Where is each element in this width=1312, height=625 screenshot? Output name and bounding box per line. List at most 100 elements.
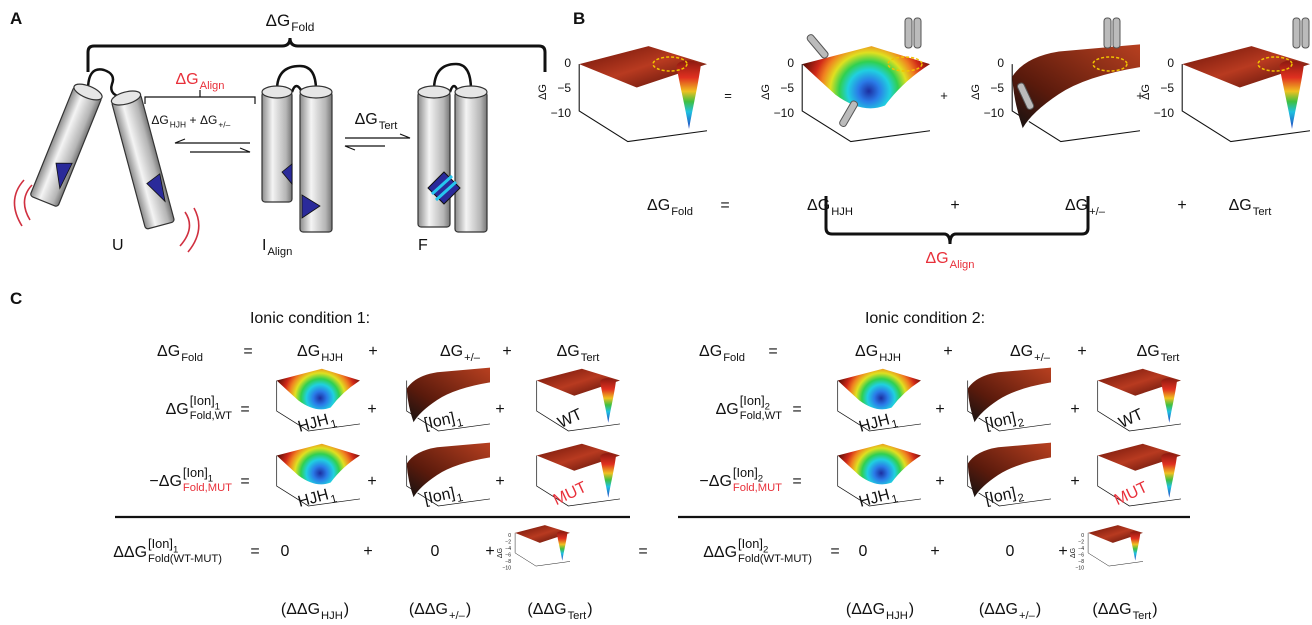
symbol: ΔG [716,401,739,418]
operator: = [792,401,801,418]
symbol: I [262,237,266,254]
symbol: HJH [296,411,330,435]
axis-label: ΔG [760,84,772,100]
operator: = [638,543,647,560]
text: −5 [780,81,794,95]
text: 0 [787,56,794,70]
text: ΔG [760,84,772,100]
equation-term: ΔGFold [699,343,745,364]
equation-term: ΔG+/– [440,343,481,364]
subscript: Tert [581,352,601,364]
symbol: ΔG [647,197,670,214]
subscript: +/– [1034,352,1051,364]
subscript: Align [950,259,975,271]
equation-term: ΔGFold [647,197,693,218]
subscript: Fold(WT-MUT) [738,553,812,565]
text: ) [466,601,471,618]
text: −10 [774,106,795,120]
tick-label: 0 [508,533,511,539]
equilibrium-arrows [345,134,410,150]
subscript: +/– [464,352,481,364]
panel-label: B [573,9,585,28]
text: + [367,401,376,418]
equation-term: + [502,343,511,360]
operator: + [495,401,504,418]
text: −5 [557,81,571,95]
symbol: (ΔΔG [409,601,448,618]
equation-term: 0 [859,543,868,560]
operator: = [792,473,801,490]
subscript: 1 [890,418,899,431]
text: −5 [1160,81,1174,95]
text: ) [587,601,592,618]
equation-term: ΔG+/– [1065,197,1106,218]
superscript: [Ion] [740,393,765,408]
text: = [240,401,249,418]
tick-label: −10 [503,566,512,572]
text: 0 [564,56,571,70]
subscript: HJH [831,206,853,218]
plot-label: WT [555,406,585,432]
subscript: +/– [449,610,466,622]
equation-term: = [768,343,777,360]
text: + [1177,197,1186,214]
condition-title: Ionic condition 1: [250,310,370,327]
subscript: Fold [671,206,693,218]
tick-label: −8 [505,559,511,565]
text: ) [1036,601,1041,618]
row-term: ΔG[Ion]1Fold,WT [166,393,233,422]
text: Ionic condition 1: [250,310,370,327]
panel-label: A [10,9,22,28]
operator: + [1136,88,1144,103]
helix [262,86,292,202]
tick-label: 0 [1081,533,1084,539]
text: ) [1152,601,1157,618]
equation-term: + [368,343,377,360]
symbol: ΔG [157,343,180,360]
tick-label: 0 [564,56,571,70]
symbol: HJH [857,486,891,510]
text: MUT [551,479,590,509]
energy-surface [1182,46,1310,141]
equation-term: + [1177,197,1186,214]
subscript: 1 [329,418,338,431]
subscript: 1 [456,417,465,430]
operator: = [724,88,732,103]
symbol: ΔG [1010,343,1033,360]
state-label: F [418,237,428,254]
tick-label: −5 [990,81,1004,95]
text: −5 [990,81,1004,95]
text: ΔG [497,548,504,558]
subscript: Fold,MUT [183,482,232,494]
subscript: 1 [456,492,465,505]
symbol: ΔG [297,343,320,360]
axis-label: ΔG [497,548,504,558]
text: U [112,237,124,254]
symbol: −ΔG [699,473,731,490]
tick-label: −4 [1078,546,1084,552]
text: −8 [505,559,511,565]
text: = [250,543,259,560]
text: + [1070,401,1079,418]
symbol: ΔG [175,71,198,88]
text: 0 [997,56,1004,70]
row-term: ΔG[Ion]2Fold,WT [716,393,783,422]
equation-term: + [943,343,952,360]
symbol: ΔG [151,113,168,127]
text: −6 [505,553,511,559]
tick-label: −2 [505,540,511,546]
energy-surface [579,46,707,141]
symbol: ΔG [807,197,830,214]
subscript: 2 [1017,492,1026,505]
operator: + [367,473,376,490]
superscript: [Ion] [183,465,208,480]
text: + [1070,473,1079,490]
text: MUT [1112,479,1151,509]
text: −2 [1078,540,1084,546]
text: = [792,401,801,418]
plot-label: MUT [551,479,590,509]
condition-title: Ionic condition 2: [865,310,985,327]
text: 0 [1167,56,1174,70]
